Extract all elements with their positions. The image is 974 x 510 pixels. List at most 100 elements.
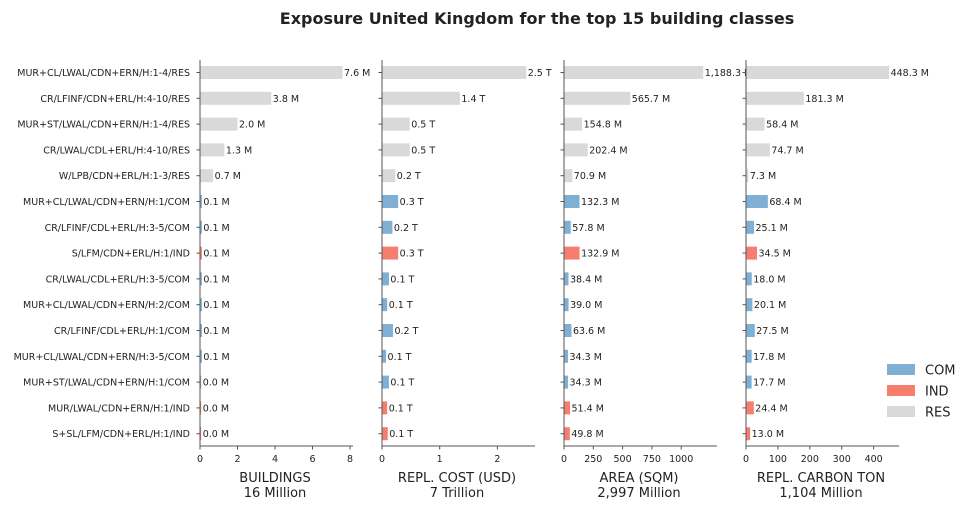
x-tick-label: 2 bbox=[494, 454, 500, 465]
legend-label-com: COM bbox=[925, 364, 956, 379]
value-label: 0.0 M bbox=[203, 429, 229, 440]
value-label: 13.0 M bbox=[752, 429, 784, 440]
value-label: 1.4 T bbox=[461, 94, 485, 105]
x-axis-subtitle: 7 Trillion bbox=[430, 486, 484, 501]
x-tick-label: 200 bbox=[801, 454, 819, 465]
bar-com bbox=[746, 298, 753, 312]
bar-com bbox=[200, 298, 202, 312]
x-tick-label: 0 bbox=[379, 454, 385, 465]
value-label: 202.4 M bbox=[589, 145, 627, 156]
x-tick-label: 6 bbox=[309, 454, 315, 465]
category-label: CR/LFINF/CDL+ERL/H:1/COM bbox=[54, 326, 190, 337]
value-label: 57.8 M bbox=[572, 223, 604, 234]
bar-com bbox=[382, 195, 399, 208]
x-tick-label: 750 bbox=[643, 454, 661, 465]
value-label: 0.1 T bbox=[389, 403, 413, 414]
bar-res bbox=[564, 117, 583, 131]
bar-com bbox=[382, 298, 388, 312]
x-axis-title: REPL. COST (USD) bbox=[398, 471, 516, 486]
value-label: 34.3 M bbox=[570, 352, 602, 363]
value-label: 38.4 M bbox=[570, 274, 602, 285]
bar-com bbox=[746, 349, 752, 363]
bar-com bbox=[564, 195, 580, 208]
bar-ind bbox=[382, 401, 388, 415]
bar-res bbox=[746, 66, 890, 79]
bar-com bbox=[564, 324, 572, 337]
category-label: MUR/LWAL/CDN+ERN/H:1/IND bbox=[48, 403, 190, 414]
category-label: MUR+CL/LWAL/CDN+ERN/H:2/COM bbox=[23, 300, 190, 311]
value-label: 0.0 M bbox=[203, 403, 229, 414]
x-tick-label: 400 bbox=[865, 454, 883, 465]
value-label: 0.0 M bbox=[203, 378, 229, 389]
value-label: 448.3 M bbox=[891, 68, 929, 79]
x-axis-subtitle: 1,104 Million bbox=[779, 486, 862, 501]
x-axis-subtitle: 16 Million bbox=[244, 486, 307, 501]
bar-res bbox=[564, 143, 588, 157]
value-label: 58.4 M bbox=[766, 120, 798, 131]
bar-com bbox=[564, 375, 569, 389]
bar-ind bbox=[564, 427, 570, 441]
value-label: 0.5 T bbox=[411, 145, 435, 156]
panel-4: 448.3 M 181.3 M 58.4 M 74.7 M 7.3 M 68.4 M 25.… bbox=[742, 60, 929, 501]
x-tick-label: 8 bbox=[347, 454, 353, 465]
value-label: 27.5 M bbox=[756, 326, 788, 337]
value-label: 49.8 M bbox=[571, 429, 603, 440]
bar-res bbox=[382, 143, 410, 157]
value-label: 39.0 M bbox=[570, 300, 602, 311]
value-label: 565.7 M bbox=[632, 94, 670, 105]
x-tick-label: 0 bbox=[561, 454, 567, 465]
value-label: 63.6 M bbox=[573, 326, 605, 337]
category-label: CR/LFINF/CDN+ERL/H:4-10/RES bbox=[40, 94, 190, 105]
value-label: 0.1 M bbox=[203, 352, 229, 363]
category-label: MUR+ST/LWAL/CDN+ERN/H:1/COM bbox=[23, 378, 190, 389]
x-tick-label: 0 bbox=[743, 454, 749, 465]
bar-com bbox=[200, 349, 202, 363]
legend: COM IND RES bbox=[887, 364, 956, 421]
value-label: 68.4 M bbox=[769, 197, 801, 208]
bar-com bbox=[382, 324, 393, 337]
x-tick-label: 100 bbox=[769, 454, 787, 465]
bar-res bbox=[200, 169, 214, 183]
chart-title: Exposure United Kingdom for the top 15 b… bbox=[280, 9, 794, 28]
bar-ind bbox=[564, 246, 580, 260]
x-tick-label: 0 bbox=[197, 454, 203, 465]
bar-res bbox=[382, 91, 460, 105]
bar-com bbox=[382, 349, 387, 363]
value-label: 132.3 M bbox=[581, 197, 619, 208]
value-label: 0.1 M bbox=[203, 223, 229, 234]
bar-res bbox=[200, 117, 238, 131]
bar-com bbox=[382, 375, 389, 389]
category-label: S/LFM/CDN+ERL/H:1/IND bbox=[72, 249, 190, 260]
bar-res bbox=[200, 66, 343, 79]
value-label: 2.0 M bbox=[239, 120, 265, 131]
value-label: 0.2 T bbox=[397, 171, 421, 182]
bar-res bbox=[382, 169, 396, 183]
bar-res bbox=[200, 143, 225, 157]
x-tick-label: 500 bbox=[614, 454, 632, 465]
bar-res bbox=[564, 66, 704, 79]
bar-com bbox=[200, 220, 202, 234]
bar-res bbox=[564, 169, 573, 183]
bar-res bbox=[382, 66, 527, 79]
bar-ind bbox=[746, 401, 754, 415]
category-label: MUR+CL/LWAL/CDN+ERN/H:1/COM bbox=[23, 197, 190, 208]
bar-com bbox=[746, 375, 752, 389]
x-tick-label: 2 bbox=[234, 454, 240, 465]
value-label: 0.1 T bbox=[389, 429, 413, 440]
category-label: MUR+CL/LWAL/CDN+ERN/H:1-4/RES bbox=[17, 68, 190, 79]
bar-ind bbox=[746, 427, 751, 441]
category-label: CR/LWAL/CDL+ERL/H:3-5/COM bbox=[46, 274, 190, 285]
bar-res bbox=[382, 117, 410, 131]
bar-com bbox=[746, 220, 755, 234]
category-label: CR/LWAL/CDL+ERL/H:4-10/RES bbox=[43, 145, 190, 156]
category-label: W/LPB/CDN+ERL/H:1-3/RES bbox=[59, 171, 190, 182]
bar-res bbox=[200, 91, 272, 105]
x-axis-subtitle: 2,997 Million bbox=[597, 486, 680, 501]
bar-ind bbox=[382, 427, 388, 441]
legend-swatch-res bbox=[887, 406, 915, 417]
panel-2: 2.5 T 1.4 T 0.5 T 0.5 T 0.2 T 0.3 T 0.2 T 0.3 T… bbox=[378, 60, 552, 501]
value-label: 0.2 T bbox=[394, 326, 418, 337]
panel-3: 1,188.3 M 565.7 M 154.8 M 202.4 M 70.9 M 132.… bbox=[560, 60, 752, 501]
bar-com bbox=[746, 324, 755, 337]
